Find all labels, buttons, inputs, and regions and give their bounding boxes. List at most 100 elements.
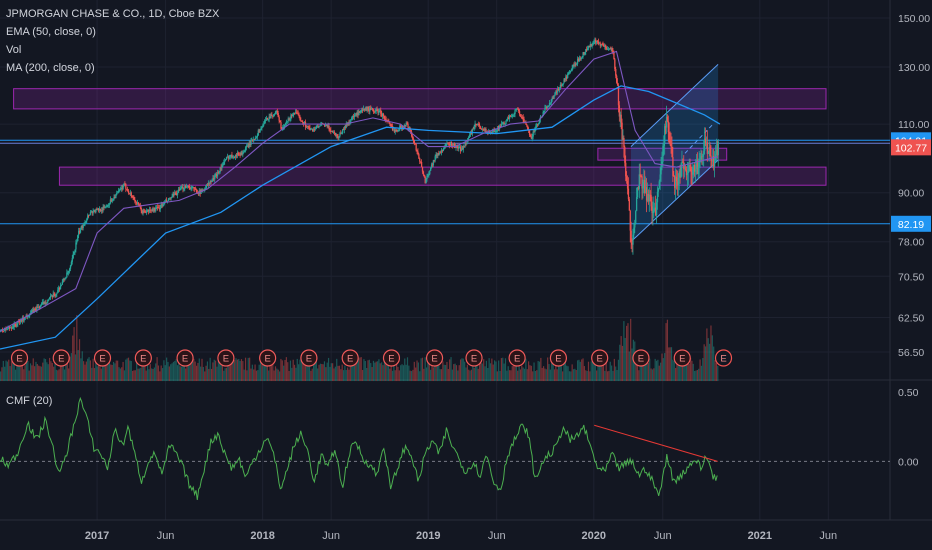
candle-body <box>674 176 676 188</box>
candle-body <box>345 124 347 128</box>
candle-body <box>452 143 455 146</box>
candle-body <box>258 130 260 133</box>
volume-bar <box>40 366 43 382</box>
candle-body <box>301 121 303 122</box>
volume-bar <box>136 362 138 382</box>
earnings-marker-label: E <box>597 354 603 365</box>
candle-body <box>455 145 457 148</box>
candle-body <box>117 192 119 194</box>
volume-bar <box>453 364 455 382</box>
candle-body <box>329 129 331 131</box>
candle-body <box>291 114 293 117</box>
volume-bar <box>413 361 415 382</box>
candle-body <box>351 117 353 120</box>
candle-body <box>560 84 562 86</box>
candle-body <box>682 161 684 163</box>
candle-body <box>704 138 706 151</box>
volume-bar <box>438 362 440 382</box>
candle-body <box>187 185 190 187</box>
volume-bar <box>44 359 47 382</box>
volume-bar <box>103 362 105 382</box>
price-tick-label: 110.00 <box>898 119 929 131</box>
candle-body <box>573 65 575 67</box>
volume-bar <box>605 357 607 382</box>
candle-body <box>518 111 521 115</box>
candle-body <box>225 157 228 160</box>
candle-body <box>413 140 416 144</box>
candle-body <box>570 70 572 72</box>
volume-bar <box>536 370 538 382</box>
volume-bar <box>300 360 302 382</box>
candle-body <box>369 107 371 112</box>
volume-bar <box>194 361 196 382</box>
volume-bar <box>182 361 184 382</box>
candle-body <box>341 133 343 135</box>
candle-body <box>627 188 630 200</box>
volume-bar <box>195 365 198 382</box>
candle-body <box>649 194 651 196</box>
volume-bar <box>609 361 611 382</box>
candle-body <box>120 188 122 190</box>
candle-body <box>161 204 163 206</box>
volume-bar <box>73 327 75 382</box>
volume-bar <box>586 371 588 382</box>
candle-body <box>224 160 226 163</box>
candle-body <box>618 105 621 117</box>
candle-body <box>110 199 112 202</box>
candle-body <box>667 121 670 133</box>
earnings-marker <box>714 349 733 367</box>
candle-body <box>619 114 621 117</box>
candle-body <box>414 143 416 145</box>
candle-body <box>557 88 560 91</box>
volume-bar <box>283 365 285 382</box>
candle-body <box>190 188 192 190</box>
volume-bar <box>296 358 298 382</box>
candle-body <box>587 45 590 49</box>
volume-bar <box>107 364 109 382</box>
candle-body <box>417 151 419 155</box>
volume-bar <box>442 361 444 382</box>
volume-bar <box>420 358 422 382</box>
earnings-marker-label: E <box>140 354 146 365</box>
volume-bar <box>601 360 603 382</box>
candle-body <box>635 211 637 224</box>
candle-body <box>267 119 269 120</box>
volume-bar <box>487 368 489 382</box>
candle-body <box>80 225 83 230</box>
candle-body <box>33 309 35 313</box>
candle-body <box>473 126 475 129</box>
volume-bar <box>266 359 268 382</box>
candle-body <box>184 186 186 189</box>
earnings-marker <box>93 349 112 367</box>
volume-bar <box>277 369 279 382</box>
volume-bar <box>48 357 51 382</box>
candle-body <box>605 45 607 49</box>
candle-body <box>293 113 296 114</box>
candle-body <box>513 113 515 115</box>
candle-body <box>460 148 463 152</box>
volume-bar <box>440 369 443 382</box>
volume-bar <box>431 360 433 382</box>
volume-bar <box>201 358 203 382</box>
candle-body <box>483 129 485 131</box>
candle-body <box>596 41 599 43</box>
candle-body <box>158 207 161 210</box>
grid <box>0 0 890 520</box>
candle-body <box>168 197 171 199</box>
volume-bar <box>655 360 658 382</box>
volume-bar <box>72 335 74 382</box>
candle-body <box>147 209 150 212</box>
candle-body <box>160 204 162 208</box>
earnings-marker <box>425 349 444 367</box>
volume-bar <box>96 366 98 382</box>
volume-bar <box>93 368 96 382</box>
volume-bar <box>179 366 181 382</box>
candle-body <box>450 142 453 146</box>
price-tick-label: 56.50 <box>898 347 924 359</box>
candle-body <box>146 209 149 211</box>
candle-body <box>90 211 93 213</box>
candle-body <box>623 138 625 148</box>
candle-body <box>373 111 376 113</box>
candle-body <box>495 130 497 132</box>
